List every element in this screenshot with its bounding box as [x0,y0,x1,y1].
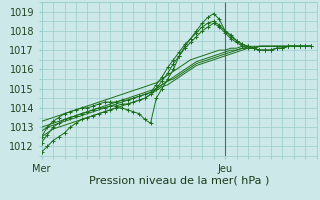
X-axis label: Pression niveau de la mer( hPa ): Pression niveau de la mer( hPa ) [89,175,269,185]
